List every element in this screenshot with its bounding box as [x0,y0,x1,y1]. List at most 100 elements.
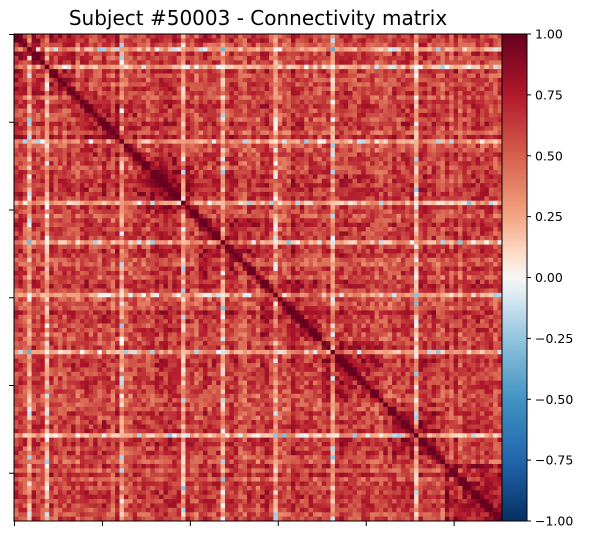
matrix-cell [111,38,116,43]
matrix-cell [137,166,142,171]
matrix-cell [339,56,344,61]
matrix-cell [36,135,41,140]
matrix-cell [40,170,45,175]
matrix-cell [361,126,366,131]
matrix-cell [243,122,248,127]
matrix-cell [414,166,419,171]
matrix-cell [177,139,182,144]
matrix-cell [405,139,410,144]
matrix-cell [388,109,393,114]
matrix-cell [102,218,107,223]
matrix-cell [300,113,305,118]
matrix-cell [177,214,182,219]
matrix-cell [163,95,168,100]
matrix-cell [335,179,340,184]
matrix-cell [493,109,498,114]
matrix-cell [221,69,226,74]
matrix-cell [54,131,59,136]
matrix-cell [379,95,384,100]
matrix-cell [269,205,274,210]
matrix-cell [111,117,116,122]
matrix-cell [32,131,37,136]
matrix-cell [256,43,261,48]
matrix-cell [27,179,32,184]
matrix-cell [185,34,190,39]
matrix-cell [282,227,287,232]
matrix-cell [493,60,498,65]
matrix-cell [449,201,454,206]
matrix-cell [295,170,300,175]
matrix-cell [331,78,336,83]
matrix-cell [62,214,67,219]
matrix-cell [282,117,287,122]
matrix-cell [27,95,32,100]
matrix-cell [80,126,85,131]
matrix-cell [111,148,116,153]
matrix-cell [54,43,59,48]
matrix-cell [401,131,406,136]
connectivity-matrix [14,34,502,521]
matrix-cell [375,100,380,105]
matrix-cell [93,47,98,52]
matrix-cell [405,144,410,149]
matrix-cell [353,82,358,87]
matrix-cell [458,139,463,144]
matrix-cell [58,78,63,83]
matrix-cell [489,95,494,100]
matrix-cell [251,201,256,206]
matrix-cell [366,188,371,193]
matrix-cell [234,166,239,171]
matrix-cell [58,131,63,136]
matrix-cell [317,38,322,43]
matrix-cell [146,214,151,219]
matrix-cell [181,117,186,122]
matrix-cell [436,183,441,188]
matrix-cell [49,87,54,92]
matrix-cell [300,227,305,232]
matrix-cell [159,122,164,127]
matrix-cell [405,117,410,122]
matrix-cell [471,131,476,136]
matrix-cell [370,152,375,157]
matrix-cell [282,56,287,61]
matrix-cell [462,139,467,144]
matrix-cell [23,205,28,210]
matrix-cell [89,34,94,39]
matrix-cell [291,95,296,100]
matrix-cell [203,148,208,153]
matrix-cell [445,223,450,228]
matrix-cell [89,69,94,74]
matrix-cell [159,56,164,61]
matrix-cell [14,117,19,122]
matrix-cell [273,43,278,48]
matrix-cell [291,100,296,105]
matrix-cell [300,170,305,175]
matrix-cell [216,166,221,171]
matrix-cell [278,161,283,166]
matrix-cell [449,38,454,43]
matrix-cell [45,218,50,223]
matrix-cell [335,183,340,188]
matrix-cell [23,139,28,144]
matrix-cell [454,205,459,210]
matrix-cell [14,69,19,74]
matrix-cell [168,144,173,149]
matrix-cell [229,60,234,65]
matrix-cell [89,131,94,136]
matrix-cell [348,205,353,210]
matrix-cell [405,227,410,232]
matrix-cell [392,117,397,122]
matrix-cell [120,43,125,48]
matrix-cell [133,73,138,78]
matrix-cell [489,69,494,74]
matrix-cell [58,192,63,197]
matrix-cell [40,214,45,219]
matrix-cell [155,152,160,157]
matrix-cell [273,157,278,162]
matrix-cell [115,196,120,201]
matrix-cell [181,196,186,201]
matrix-cell [256,192,261,197]
matrix-cell [427,161,432,166]
matrix-cell [111,166,116,171]
matrix-cell [150,91,155,96]
